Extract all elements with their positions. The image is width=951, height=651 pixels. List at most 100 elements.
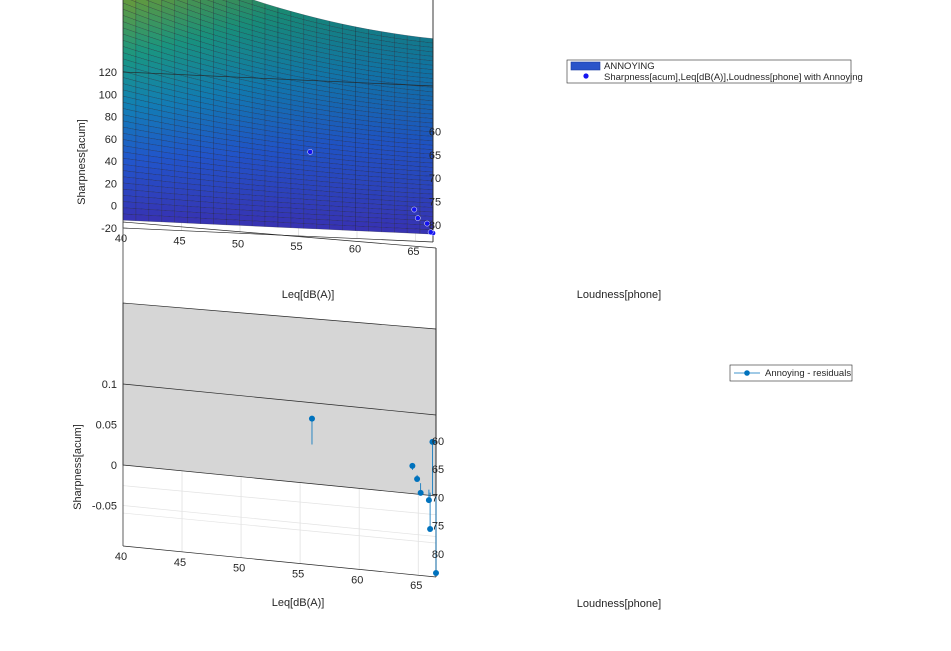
surface-facet	[394, 227, 408, 234]
sharpness-tick-label: 40	[105, 156, 117, 168]
annoying-data-points	[307, 149, 436, 236]
surface-facet	[381, 222, 395, 229]
sharpness-tick-label: 0	[111, 201, 117, 213]
surface-facet	[407, 223, 421, 230]
surface-facet	[252, 215, 266, 222]
leq-tick-label: 60	[349, 244, 361, 256]
surface-facet	[264, 221, 279, 228]
axes-box-edge	[122, 71, 434, 87]
annoying-data-point	[424, 220, 431, 227]
surface-facet	[303, 223, 317, 230]
loudness-tick-label: 60	[429, 126, 441, 138]
leq-tick-label: 50	[232, 238, 244, 250]
surface-plot-axes: 40 45 50 55 60 65 80 75 70 65 60 -20 0 20 40 60 80 100 120…	[76, 0, 863, 301]
loudness-tick-label: 70	[429, 173, 441, 185]
leq-tick-label: 60	[351, 574, 363, 586]
sharpness-tick-label: -20	[101, 223, 117, 235]
surface-facet	[264, 211, 279, 218]
surface-facet	[174, 205, 188, 213]
surface-facet	[187, 211, 201, 219]
surface-facet	[122, 201, 137, 209]
legend-marker-points	[583, 73, 589, 79]
fitted-surface	[122, 0, 434, 235]
loudness-tick-label: 80	[432, 549, 444, 561]
surface-facet	[135, 196, 149, 204]
leq-tick-label: 45	[173, 236, 185, 248]
residual-stems	[308, 415, 439, 576]
floor-gridline-loudness	[122, 512, 437, 544]
surface-facet	[290, 217, 304, 224]
surface-facet	[122, 195, 137, 203]
surface-facet	[226, 214, 240, 221]
surface-facet	[329, 200, 343, 207]
residual-point	[433, 569, 439, 576]
surface-facet	[419, 211, 434, 217]
surface-plot-tick-labels: 40 45 50 55 60 65 80 75 70 65 60 -20 0 20 40 60 80 100 120	[99, 67, 441, 258]
surface-facet	[187, 217, 201, 224]
surface-facet	[161, 192, 175, 200]
surface-facet	[303, 203, 317, 210]
surface-facet	[290, 207, 304, 214]
loudness-tick-label: 65	[432, 464, 444, 476]
surface-facet	[316, 204, 330, 211]
surface-facet	[226, 198, 240, 205]
surface-facet	[316, 219, 330, 225]
residual-point	[425, 497, 432, 504]
surface-facet	[148, 209, 162, 217]
floor-gridline-loudness	[122, 485, 437, 516]
sharpness-tick-label: -0.05	[92, 501, 117, 513]
surface-facet	[226, 203, 240, 210]
residuals-plot-ylabel: Loudness[phone]	[577, 598, 661, 610]
surface-facet	[213, 213, 227, 220]
surface-facet	[329, 219, 343, 226]
residuals-plot-axes: 40 45 50 55 60 65 80 75 70 65 60 -0.05 0 0.05 0.1 Leq[…	[72, 221, 853, 610]
surface-facet	[200, 218, 214, 225]
loudness-tick-label: 75	[429, 197, 441, 209]
surface-facet	[161, 210, 175, 217]
leq-tick-label: 65	[410, 580, 422, 592]
legend-swatch-annoying	[570, 61, 601, 71]
leq-tick-label: 65	[407, 246, 419, 258]
surface-facet	[135, 214, 149, 222]
surface-facet	[381, 218, 395, 224]
annoying-data-point	[411, 206, 418, 213]
surface-plot-ylabel: Loudness[phone]	[577, 289, 661, 301]
surface-facet	[213, 218, 227, 226]
surface-facet	[355, 216, 369, 223]
leq-tick-label: 50	[233, 563, 245, 575]
residual-point	[409, 462, 416, 469]
sharpness-tick-label: 120	[99, 67, 117, 79]
surface-facet	[187, 200, 201, 208]
surface-facet	[174, 216, 188, 224]
surface-plot-zlabel: Sharpness[acum]	[76, 119, 88, 205]
loudness-tick-label: 75	[432, 521, 444, 533]
surface-facet	[122, 213, 137, 221]
axes-box-edge	[122, 545, 437, 578]
surface-facet	[264, 206, 279, 213]
loudness-tick-label: 65	[429, 150, 441, 162]
surface-facet	[342, 225, 356, 231]
residuals-plot-xlabel: Leq[dB(A)]	[272, 597, 325, 609]
annoying-data-point	[427, 229, 434, 236]
surface-facet	[407, 228, 421, 234]
surface-facet	[368, 212, 382, 219]
sharpness-tick-label: 0.1	[102, 379, 117, 391]
axes-box-edge	[122, 221, 437, 249]
surface-facet	[174, 210, 188, 218]
surface-facet	[161, 198, 175, 206]
surface-facet	[355, 225, 369, 232]
surface-facet	[394, 205, 408, 211]
surface-facet	[290, 222, 304, 229]
residual-point	[427, 526, 434, 533]
surface-facet	[355, 221, 369, 227]
surface-facet	[394, 214, 408, 220]
loudness-tick-label: 70	[432, 492, 444, 504]
residual-point	[308, 415, 315, 422]
surface-facet	[316, 224, 330, 230]
leq-tick-label: 45	[174, 557, 186, 569]
leq-tick-label: 40	[115, 551, 127, 563]
leq-tick-label: 55	[292, 569, 304, 581]
surface-facet	[252, 210, 266, 217]
surface-facet	[394, 223, 408, 229]
residuals-plot-zlabel: Sharpness[acum]	[72, 424, 84, 510]
